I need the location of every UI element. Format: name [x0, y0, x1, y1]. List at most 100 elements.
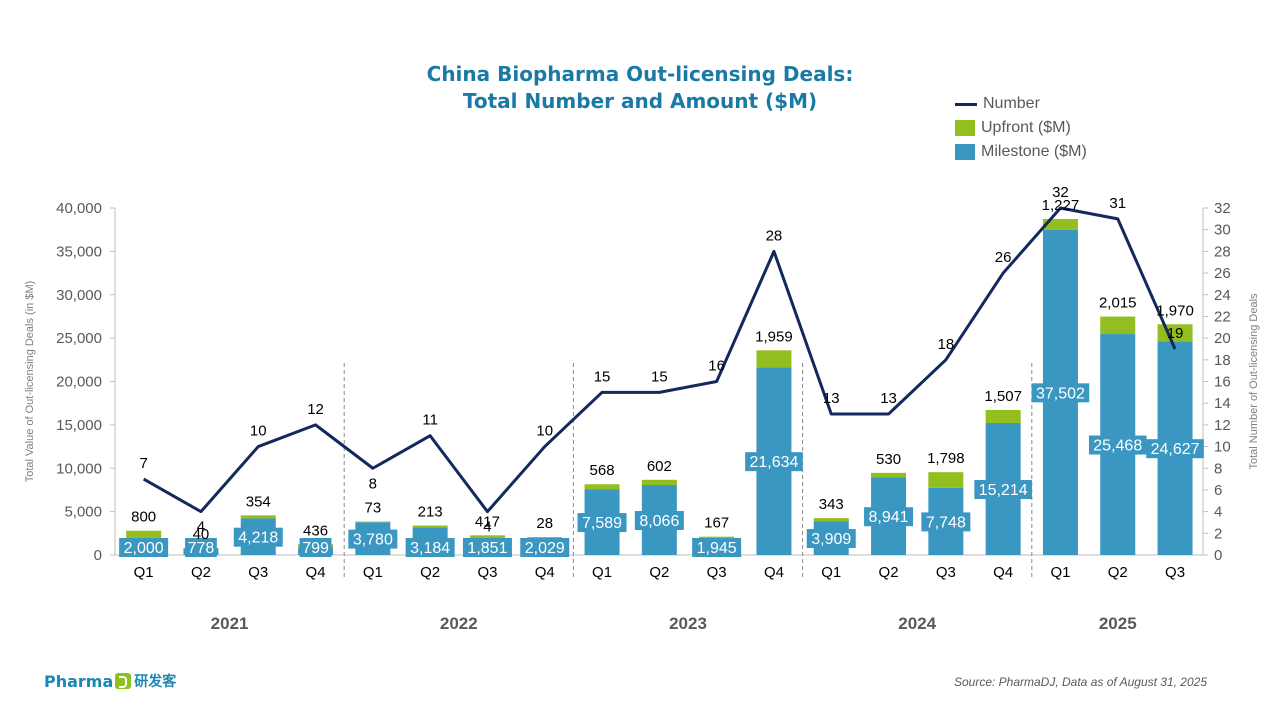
number-data-label: 31: [1109, 195, 1126, 212]
x-tick-label: Q3: [1165, 564, 1185, 581]
number-data-label: 4: [197, 519, 205, 536]
chart-title-line1: China Biopharma Out-licensing Deals:: [426, 62, 854, 86]
number-data-label: 10: [536, 423, 553, 440]
y2-tick-label: 8: [1214, 460, 1222, 477]
legend-label-milestone: Milestone ($M): [981, 143, 1087, 160]
x-tick-label: Q3: [248, 564, 268, 581]
y-tick-label: 15,000: [56, 417, 102, 434]
legend: Number Upfront ($M) Milestone ($M): [955, 92, 1087, 164]
bar-upfront: [240, 515, 276, 519]
x-tick-label: Q4: [764, 564, 784, 581]
legend-item-milestone: Milestone ($M): [955, 140, 1087, 164]
milestone-label-box: [462, 538, 512, 557]
bar-upfront: [756, 350, 792, 368]
milestone-data-label: 37,502: [1036, 385, 1085, 402]
number-data-label: 13: [880, 390, 897, 407]
milestone-label-box: [577, 513, 627, 533]
x-tick-label: Q2: [1108, 564, 1128, 581]
milestone-label-box: [405, 538, 455, 557]
y2-axis-title: Total Number of Out-licensing Deals: [1248, 293, 1260, 470]
milestone-label-box: [520, 538, 570, 557]
y2-tick-label: 0: [1214, 547, 1222, 564]
milestone-data-label: 8,066: [639, 513, 679, 530]
milestone-label-box: [806, 529, 856, 549]
x-tick-label: Q3: [707, 564, 727, 581]
source-note: Source: PharmaDJ, Data as of August 31, …: [953, 675, 1207, 689]
milestone-label-box: [348, 529, 398, 549]
upfront-data-label: 602: [647, 458, 672, 475]
y-axis-title: Total Value of Out-licensing Deals (in $…: [24, 281, 36, 483]
milestone-label-box: [864, 507, 914, 527]
y2-tick-label: 30: [1214, 222, 1231, 239]
bar-upfront: [355, 521, 391, 523]
upfront-data-label: 167: [704, 515, 729, 532]
milestone-data-label: 1,851: [467, 540, 507, 557]
milestone-data-label: 3,780: [353, 532, 393, 549]
number-data-label: 15: [651, 368, 668, 385]
milestone-data-label: 3,184: [410, 540, 450, 557]
year-label: 2021: [211, 614, 249, 633]
upfront-data-label: 343: [819, 496, 844, 513]
logo-cn-text: 研发客: [134, 674, 177, 690]
bar-upfront: [469, 535, 505, 539]
number-data-label: 10: [250, 423, 267, 440]
bar-upfront: [1100, 316, 1136, 335]
upfront-data-label: 417: [475, 513, 500, 530]
milestone-data-label: 1,945: [697, 540, 737, 557]
bar-upfront: [699, 536, 735, 539]
milestone-label-box: [745, 452, 803, 472]
number-data-label: 7: [139, 455, 147, 472]
logo-d-icon: [115, 673, 132, 689]
x-tick-label: Q2: [191, 564, 211, 581]
number-data-label: 26: [995, 249, 1012, 266]
chart-title-line2: Total Number and Amount ($M): [462, 89, 818, 113]
milestone-data-label: 778: [188, 540, 215, 557]
y2-tick-label: 14: [1214, 395, 1231, 412]
y-tick-label: 10,000: [56, 460, 102, 477]
number-data-label: 28: [766, 227, 783, 244]
x-tick-label: Q2: [420, 564, 440, 581]
legend-item-upfront: Upfront ($M): [955, 116, 1087, 140]
milestone-data-label: 25,468: [1093, 438, 1142, 455]
milestone-label-box: [299, 538, 332, 557]
year-label: 2023: [669, 614, 707, 633]
number-data-label: 19: [1167, 325, 1184, 342]
y2-tick-label: 6: [1214, 482, 1222, 499]
milestone-label-box: [233, 527, 283, 547]
legend-label-number: Number: [983, 95, 1040, 112]
bar-upfront: [985, 409, 1021, 424]
x-tick-label: Q4: [993, 564, 1013, 581]
number-data-label: 8: [369, 475, 377, 492]
legend-swatch-line: [955, 102, 977, 106]
y-tick-label: 25,000: [56, 330, 102, 347]
year-label: 2024: [898, 614, 936, 633]
milestone-label-box: [974, 480, 1032, 500]
milestone-label-box: [692, 538, 742, 557]
y2-tick-label: 26: [1214, 265, 1231, 282]
bar-upfront: [813, 518, 849, 522]
upfront-data-label: 1,227: [1042, 197, 1080, 214]
number-data-label: 15: [594, 368, 611, 385]
number-line: [142, 206, 1177, 514]
x-tick-label: Q2: [879, 564, 899, 581]
y2-tick-label: 12: [1214, 417, 1231, 434]
legend-item-number: Number: [955, 92, 1087, 116]
upfront-data-label: 40: [193, 526, 210, 543]
x-tick-label: Q3: [936, 564, 956, 581]
logo-text: Pharma: [44, 671, 114, 691]
y2-tick-label: 24: [1214, 287, 1231, 304]
milestone-label-box: [119, 538, 169, 557]
year-label: 2022: [440, 614, 478, 633]
milestone-data-label: 21,634: [749, 454, 798, 471]
y-tick-label: 20,000: [56, 374, 102, 391]
y-tick-label: 40,000: [56, 200, 102, 217]
upfront-data-label: 354: [246, 493, 271, 510]
milestone-label-box: [185, 538, 217, 557]
bar-upfront: [412, 525, 448, 528]
legend-label-upfront: Upfront ($M): [981, 119, 1071, 136]
milestone-label-box: [921, 512, 971, 532]
upfront-data-label: 800: [131, 509, 156, 526]
milestone-data-label: 2,000: [124, 540, 164, 557]
number-data-label: 11: [422, 412, 438, 429]
number-data-label: 18: [938, 336, 955, 353]
